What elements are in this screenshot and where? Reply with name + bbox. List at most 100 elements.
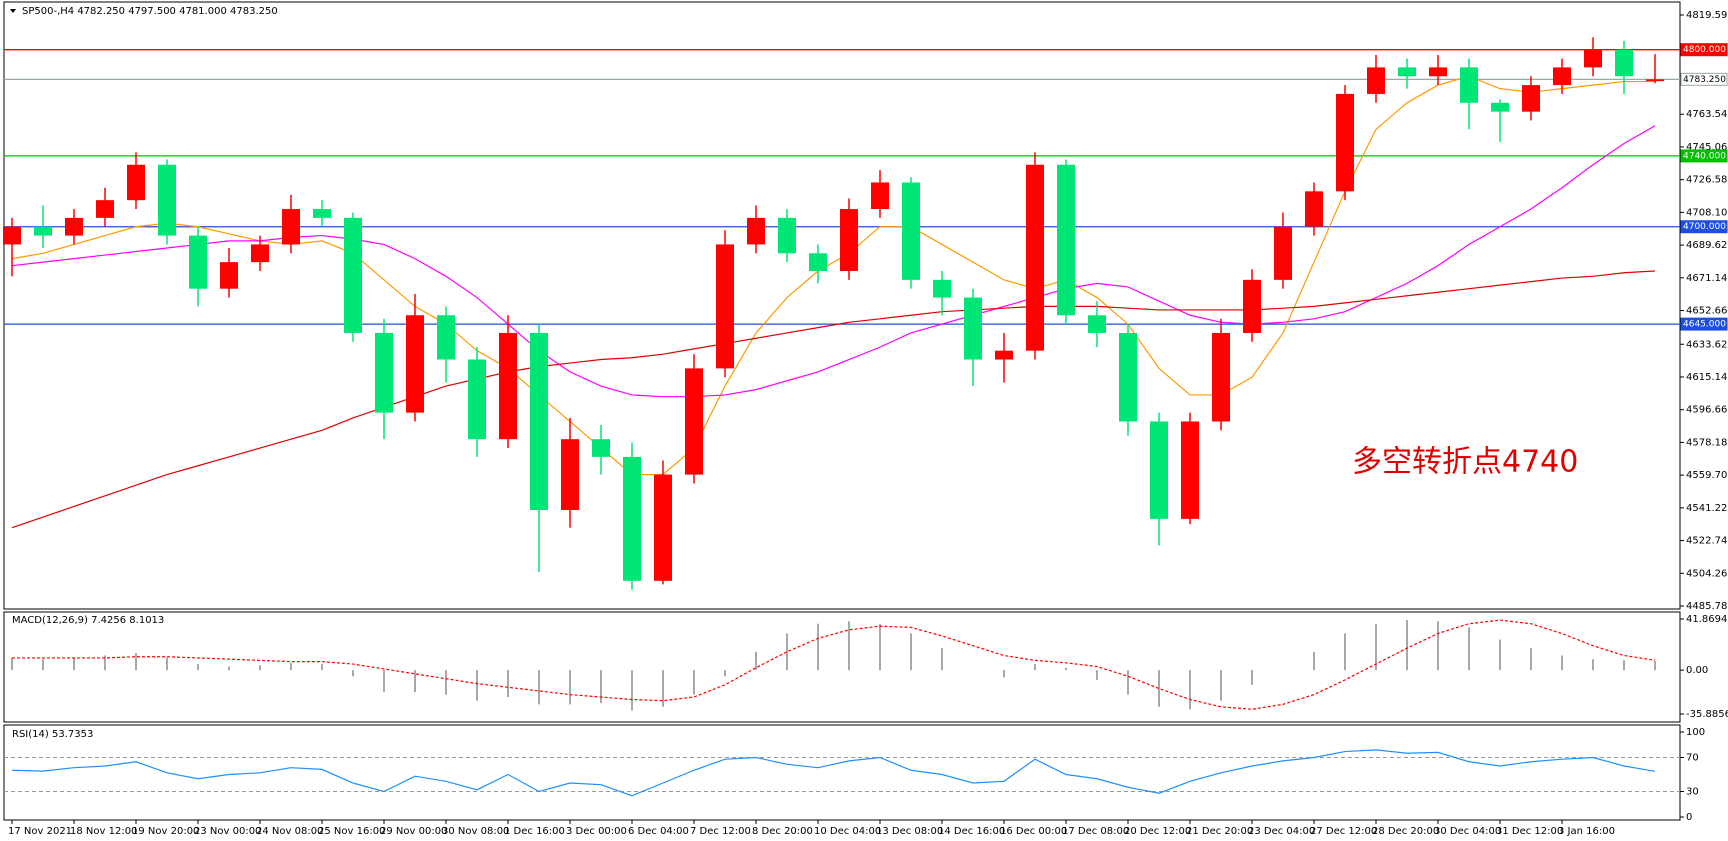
level-label: 4783.250 [1683, 75, 1726, 85]
candle-body [1553, 67, 1571, 86]
x-tick-label: 8 Dec 20:00 [752, 826, 813, 837]
candle-body [995, 350, 1013, 360]
x-tick-label: 20 Dec 12:00 [1124, 826, 1191, 837]
histogram-bar [1437, 621, 1439, 671]
x-tick-label: 7 Dec 12:00 [690, 826, 751, 837]
candle-body [65, 217, 83, 236]
candle-body [592, 439, 610, 457]
x-tick-label: 10 Dec 04:00 [814, 826, 881, 837]
candle-body [685, 368, 703, 475]
y-tick-label: 0.00 [1686, 665, 1708, 676]
rsi-pane [3, 724, 1681, 821]
x-tick-label: 17 Dec 08:00 [1062, 826, 1129, 837]
candle-body [1119, 332, 1137, 422]
histogram-bar [228, 666, 230, 671]
x-tick-label: 6 Dec 04:00 [628, 826, 689, 837]
level-label: 4740.000 [1683, 151, 1726, 161]
candle-body [158, 164, 176, 236]
histogram-bar [1623, 660, 1625, 671]
x-tick-label: 17 Nov 2021 [8, 826, 72, 837]
histogram-bar [476, 670, 478, 701]
level-label: 4700.000 [1683, 222, 1726, 232]
candle-body [313, 209, 331, 218]
x-tick-label: 30 Dec 04:00 [1434, 826, 1501, 837]
candle-body [220, 262, 238, 289]
histogram-bar [1561, 655, 1563, 671]
candle-body [778, 217, 796, 254]
candle-body [530, 332, 548, 511]
x-tick-label: 24 Nov 08:00 [256, 826, 323, 837]
candle-body [1243, 279, 1261, 333]
annotation: 多空转折点4740 [1352, 445, 1578, 480]
candle-body [964, 297, 982, 360]
candle-body [189, 235, 207, 289]
histogram-bar [755, 651, 757, 671]
candle-body [406, 315, 424, 413]
histogram-bar [1468, 627, 1470, 671]
y-tick-label: -35.8856 [1686, 709, 1728, 720]
x-tick-label: 31 Dec 12:00 [1496, 826, 1563, 837]
histogram-bar [11, 657, 13, 671]
candle-body [902, 182, 920, 280]
histogram-bar [1406, 620, 1408, 671]
x-tick-label: 21 Dec 20:00 [1186, 826, 1253, 837]
candle-body [3, 226, 21, 245]
y-tick-label: 0 [1686, 812, 1692, 823]
y-tick-label: 70 [1686, 753, 1699, 764]
candle-body [1646, 79, 1664, 82]
histogram-bar [259, 665, 261, 671]
histogram-bar [1499, 639, 1501, 671]
x-tick-label: 18 Nov 12:00 [70, 826, 137, 837]
candle-body [654, 474, 672, 581]
histogram-bar [1344, 633, 1346, 671]
y-tick-label: 4578.180 [1686, 437, 1728, 448]
candle-body [1615, 49, 1633, 77]
x-tick-label: 14 Dec 16:00 [938, 826, 1005, 837]
x-tick-label: 27 Dec 12:00 [1310, 826, 1377, 837]
x-tick-label: 30 Nov 08:00 [442, 826, 509, 837]
y-tick-label: 4541.220 [1686, 503, 1728, 514]
candle-body [437, 315, 455, 360]
candle-body [375, 332, 393, 413]
histogram-bar [352, 670, 354, 677]
y-tick-label: 4615.140 [1686, 372, 1728, 383]
title-arrow [10, 9, 16, 13]
histogram-bar [662, 670, 664, 707]
x-tick-label: 3 Jan 16:00 [1558, 826, 1615, 837]
histogram-bar [1158, 670, 1160, 707]
histogram-bar [445, 670, 447, 695]
histogram-bar [104, 655, 106, 671]
y-tick-label: 100 [1686, 727, 1705, 738]
candle-body [1491, 102, 1509, 112]
candle-body [1398, 67, 1416, 77]
x-tick-label: 28 Dec 20:00 [1372, 826, 1439, 837]
histogram-bar [1313, 651, 1315, 671]
moving-average [11, 270, 1656, 529]
level-label-bg [1680, 72, 1728, 86]
x-tick-label: 19 Nov 20:00 [132, 826, 199, 837]
histogram-bar [1654, 661, 1656, 671]
candle-body [282, 209, 300, 245]
candle-body [1367, 67, 1385, 94]
candle-body [1026, 164, 1044, 351]
x-tick-label: 23 Dec 04:00 [1248, 826, 1315, 837]
x-tick-label: 23 Nov 00:00 [194, 826, 261, 837]
histogram-bar [1220, 670, 1222, 701]
level-label-bg [1680, 220, 1728, 234]
level-label: 4645.000 [1683, 320, 1726, 330]
histogram-bar [1251, 670, 1253, 685]
histogram-bar [1003, 670, 1005, 678]
histogram-bar [693, 670, 695, 695]
candle-body [1212, 332, 1230, 422]
candle-body [344, 217, 362, 333]
x-tick-label: 16 Dec 00:00 [1000, 826, 1067, 837]
candle-body [1429, 67, 1447, 77]
y-tick-label: 4522.740 [1686, 536, 1728, 547]
level-label-bg [1680, 317, 1728, 331]
rsi-title: RSI(14) 53.7353 [12, 729, 93, 740]
histogram-bar [197, 664, 199, 671]
y-tick-label: 4745.060 [1686, 142, 1728, 153]
histogram-bar [848, 621, 850, 671]
